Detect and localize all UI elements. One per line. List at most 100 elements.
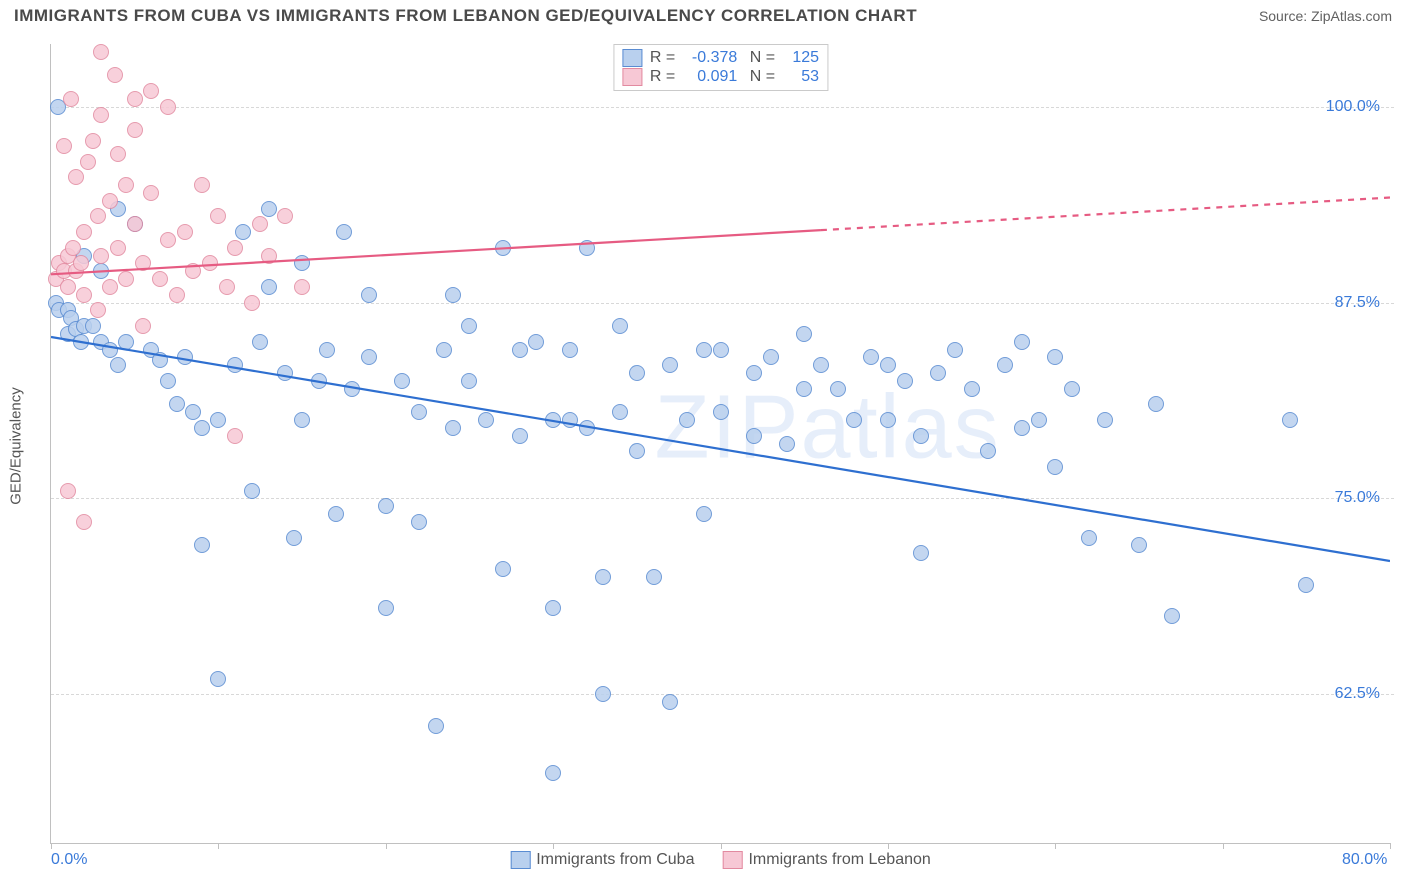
- data-point: [1047, 459, 1063, 475]
- data-point: [713, 342, 729, 358]
- data-point: [210, 671, 226, 687]
- stats-r-value: -0.378: [683, 49, 737, 67]
- data-point: [830, 381, 846, 397]
- data-point: [495, 561, 511, 577]
- data-point: [294, 255, 310, 271]
- data-point: [328, 506, 344, 522]
- data-point: [378, 600, 394, 616]
- data-point: [102, 279, 118, 295]
- data-point: [880, 357, 896, 373]
- data-point: [1164, 608, 1180, 624]
- legend-swatch: [722, 851, 742, 869]
- data-point: [1064, 381, 1080, 397]
- data-point: [394, 373, 410, 389]
- data-point: [194, 420, 210, 436]
- data-point: [445, 287, 461, 303]
- data-point: [495, 240, 511, 256]
- data-point: [160, 232, 176, 248]
- data-point: [202, 255, 218, 271]
- data-point: [713, 404, 729, 420]
- data-point: [235, 224, 251, 240]
- data-point: [813, 357, 829, 373]
- chart-title: IMMIGRANTS FROM CUBA VS IMMIGRANTS FROM …: [14, 6, 917, 26]
- data-point: [361, 349, 377, 365]
- data-point: [127, 91, 143, 107]
- data-point: [73, 255, 89, 271]
- data-point: [227, 357, 243, 373]
- x-tick-label: 80.0%: [1342, 851, 1387, 869]
- data-point: [445, 420, 461, 436]
- data-point: [169, 287, 185, 303]
- data-point: [796, 381, 812, 397]
- data-point: [102, 193, 118, 209]
- data-point: [880, 412, 896, 428]
- x-tick: [386, 843, 387, 849]
- x-tick: [218, 843, 219, 849]
- data-point: [545, 765, 561, 781]
- data-point: [244, 483, 260, 499]
- data-point: [1282, 412, 1298, 428]
- data-point: [1148, 396, 1164, 412]
- data-point: [947, 342, 963, 358]
- data-point: [277, 208, 293, 224]
- data-point: [545, 412, 561, 428]
- x-tick-label: 0.0%: [51, 851, 87, 869]
- stats-n-label: N =: [745, 49, 775, 67]
- data-point: [185, 404, 201, 420]
- data-point: [76, 287, 92, 303]
- data-point: [1131, 537, 1147, 553]
- stats-r-value: 0.091: [683, 68, 737, 86]
- data-point: [90, 302, 106, 318]
- data-point: [662, 694, 678, 710]
- data-point: [863, 349, 879, 365]
- stats-n-label: N =: [745, 68, 775, 86]
- data-point: [796, 326, 812, 342]
- data-point: [562, 412, 578, 428]
- data-point: [512, 428, 528, 444]
- stats-n-value: 125: [783, 49, 819, 67]
- data-point: [277, 365, 293, 381]
- data-point: [612, 318, 628, 334]
- data-point: [90, 208, 106, 224]
- data-point: [93, 248, 109, 264]
- data-point: [76, 514, 92, 530]
- data-point: [118, 177, 134, 193]
- data-point: [361, 287, 377, 303]
- data-point: [579, 240, 595, 256]
- data-point: [562, 342, 578, 358]
- data-point: [227, 428, 243, 444]
- data-point: [579, 420, 595, 436]
- data-point: [110, 240, 126, 256]
- data-point: [60, 279, 76, 295]
- data-point: [210, 412, 226, 428]
- data-point: [294, 279, 310, 295]
- data-point: [545, 600, 561, 616]
- data-point: [1298, 577, 1314, 593]
- legend-item: Immigrants from Lebanon: [722, 851, 930, 869]
- data-point: [1031, 412, 1047, 428]
- data-point: [344, 381, 360, 397]
- data-point: [85, 318, 101, 334]
- data-point: [311, 373, 327, 389]
- x-tick: [51, 843, 52, 849]
- data-point: [294, 412, 310, 428]
- x-tick: [553, 843, 554, 849]
- data-point: [244, 295, 260, 311]
- data-point: [110, 357, 126, 373]
- data-point: [646, 569, 662, 585]
- data-point: [135, 255, 151, 271]
- source-label: Source: ZipAtlas.com: [1259, 8, 1392, 24]
- data-point: [76, 224, 92, 240]
- data-point: [746, 428, 762, 444]
- data-point: [964, 381, 980, 397]
- data-point: [1047, 349, 1063, 365]
- data-point: [65, 240, 81, 256]
- data-point: [60, 483, 76, 499]
- data-point: [127, 216, 143, 232]
- data-point: [93, 44, 109, 60]
- data-point: [160, 99, 176, 115]
- data-point: [779, 436, 795, 452]
- data-point: [1014, 334, 1030, 350]
- data-point: [143, 83, 159, 99]
- stats-row: R =0.091 N =53: [622, 68, 819, 86]
